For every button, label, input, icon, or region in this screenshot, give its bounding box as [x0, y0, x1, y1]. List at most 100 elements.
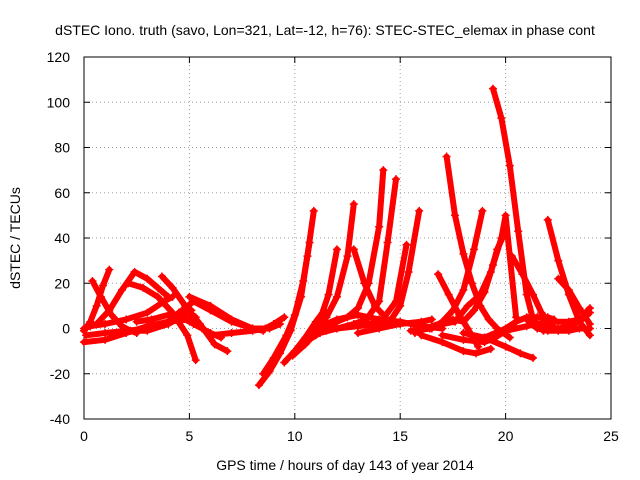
x-tick-label: 15 — [392, 428, 408, 444]
data-point — [139, 283, 148, 292]
data-point — [122, 315, 131, 324]
data-point — [564, 286, 573, 295]
data-point — [299, 276, 308, 285]
data-point — [488, 84, 497, 93]
data-point — [101, 335, 110, 344]
data-point — [438, 331, 447, 340]
data-point — [417, 317, 426, 326]
data-point — [227, 329, 236, 338]
data-point — [585, 308, 594, 317]
series-30 — [488, 84, 548, 335]
data-point — [168, 283, 177, 292]
data-point — [533, 319, 542, 328]
data-point — [434, 270, 443, 279]
data-point — [269, 353, 278, 362]
data-point — [311, 324, 320, 333]
data-point — [174, 308, 183, 317]
y-tick-label: -40 — [50, 411, 70, 427]
data-point — [248, 326, 257, 335]
data-point — [516, 349, 525, 358]
y-tick-label: 100 — [47, 94, 71, 110]
y-tick-label: 80 — [54, 140, 70, 156]
x-tick-label: 25 — [603, 428, 619, 444]
series-layer — [80, 84, 594, 390]
data-point — [164, 310, 173, 319]
data-point — [575, 317, 584, 326]
data-point — [117, 286, 126, 295]
series-38 — [533, 308, 594, 333]
data-point — [497, 114, 506, 123]
x-tick-label: 10 — [287, 428, 303, 444]
data-point — [86, 322, 95, 331]
data-point — [472, 349, 481, 358]
data-point — [522, 322, 531, 331]
data-point — [322, 326, 331, 335]
data-point — [585, 324, 594, 333]
data-point — [469, 306, 478, 315]
data-point — [206, 331, 215, 340]
data-point — [124, 279, 133, 288]
data-point — [575, 304, 584, 313]
data-point — [332, 324, 341, 333]
data-point — [459, 347, 468, 356]
data-point — [82, 331, 91, 340]
series-11 — [206, 313, 289, 340]
chart-title: dSTEC Iono. truth (savo, Lon=321, Lat=-1… — [55, 22, 595, 38]
data-point — [375, 297, 384, 306]
axis-ticks: 0 5 10 15 20 25 -40 -20 0 20 40 60 80 100 120 — [47, 49, 619, 444]
data-point — [491, 333, 500, 342]
series-line — [350, 246, 389, 321]
data-point — [290, 347, 299, 356]
data-point — [130, 267, 139, 276]
data-point — [143, 274, 152, 283]
data-point — [476, 290, 485, 299]
data-point — [354, 329, 363, 338]
data-point — [425, 324, 434, 333]
data-point — [332, 245, 341, 254]
x-tick-label: 0 — [80, 428, 88, 444]
data-point — [514, 227, 523, 236]
data-point — [290, 310, 299, 319]
data-point — [404, 267, 413, 276]
data-point — [92, 301, 101, 310]
data-point — [554, 256, 563, 265]
y-tick-label: 0 — [62, 321, 70, 337]
series-line — [439, 305, 593, 346]
data-point — [98, 281, 107, 290]
y-tick-label: 60 — [54, 185, 70, 201]
data-point — [415, 206, 424, 215]
data-point — [486, 344, 495, 353]
x-tick-label: 5 — [186, 428, 194, 444]
data-point — [529, 353, 538, 362]
data-point — [101, 319, 110, 328]
data-point — [438, 338, 447, 347]
data-point — [191, 356, 200, 365]
data-point — [282, 331, 291, 340]
data-point — [259, 369, 268, 378]
data-point — [402, 240, 411, 249]
data-point — [410, 329, 419, 338]
y-tick-label: 40 — [54, 230, 70, 246]
data-point — [147, 315, 156, 324]
data-point — [360, 279, 369, 288]
data-point — [467, 279, 476, 288]
data-point — [254, 381, 263, 390]
data-point — [396, 301, 405, 310]
series-27 — [417, 331, 495, 358]
y-tick-label: 120 — [47, 49, 71, 65]
data-point — [370, 301, 379, 310]
data-point — [505, 333, 514, 342]
data-point — [484, 315, 493, 324]
data-point — [459, 329, 468, 338]
data-point — [444, 290, 453, 299]
data-point — [332, 292, 341, 301]
data-point — [383, 238, 392, 247]
data-point — [223, 347, 232, 356]
data-point — [486, 267, 495, 276]
data-point — [451, 211, 460, 220]
data-point — [157, 272, 166, 281]
y-tick-label: -20 — [50, 366, 70, 382]
data-point — [185, 292, 194, 301]
data-point — [396, 319, 405, 328]
